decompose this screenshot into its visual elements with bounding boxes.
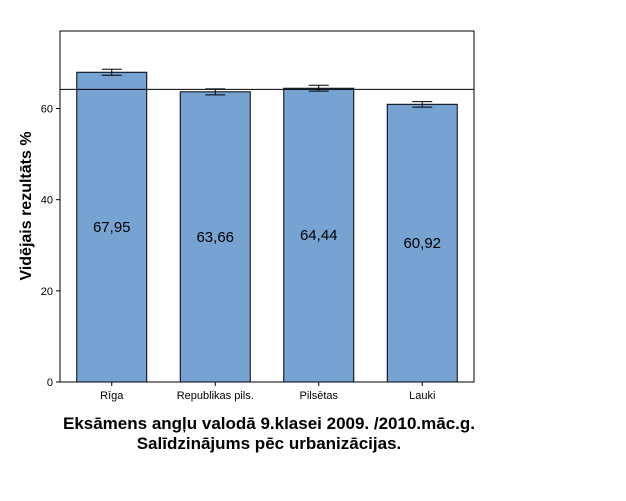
bar-value-labels: 67,95 63,66 64,44 60,92: [93, 219, 441, 252]
bar-value-label: 63,66: [196, 229, 234, 246]
bars: [76, 71, 458, 383]
bar-value-label: 67,95: [93, 219, 131, 236]
bar-value-label: 64,44: [300, 227, 338, 244]
x-tick-label: Rīga: [100, 390, 124, 402]
chart-title: Eksāmens angļu valodā 9.klasei 2009. /20…: [62, 414, 476, 453]
y-tick-label: 60: [41, 103, 53, 115]
bar-value-label: 60,92: [403, 235, 441, 252]
x-tick-label: Lauki: [409, 390, 435, 402]
y-tick-label: 0: [47, 377, 53, 389]
y-tick-label: 20: [41, 286, 53, 298]
error-bar: [308, 84, 329, 92]
y-tick-label: 40: [41, 195, 53, 207]
x-tick-label: Republikas pils.: [177, 390, 254, 402]
error-bar: [412, 101, 433, 108]
y-axis-label: Vidējais rezultāts %: [18, 131, 35, 280]
x-tick-label: Pilsētas: [299, 390, 338, 402]
error-bars: [101, 68, 433, 108]
y-axis: 0 20 40 60: [41, 103, 60, 389]
x-axis: Rīga Republikas pils. Pilsētas Lauki: [100, 382, 435, 402]
error-bar: [101, 68, 122, 76]
